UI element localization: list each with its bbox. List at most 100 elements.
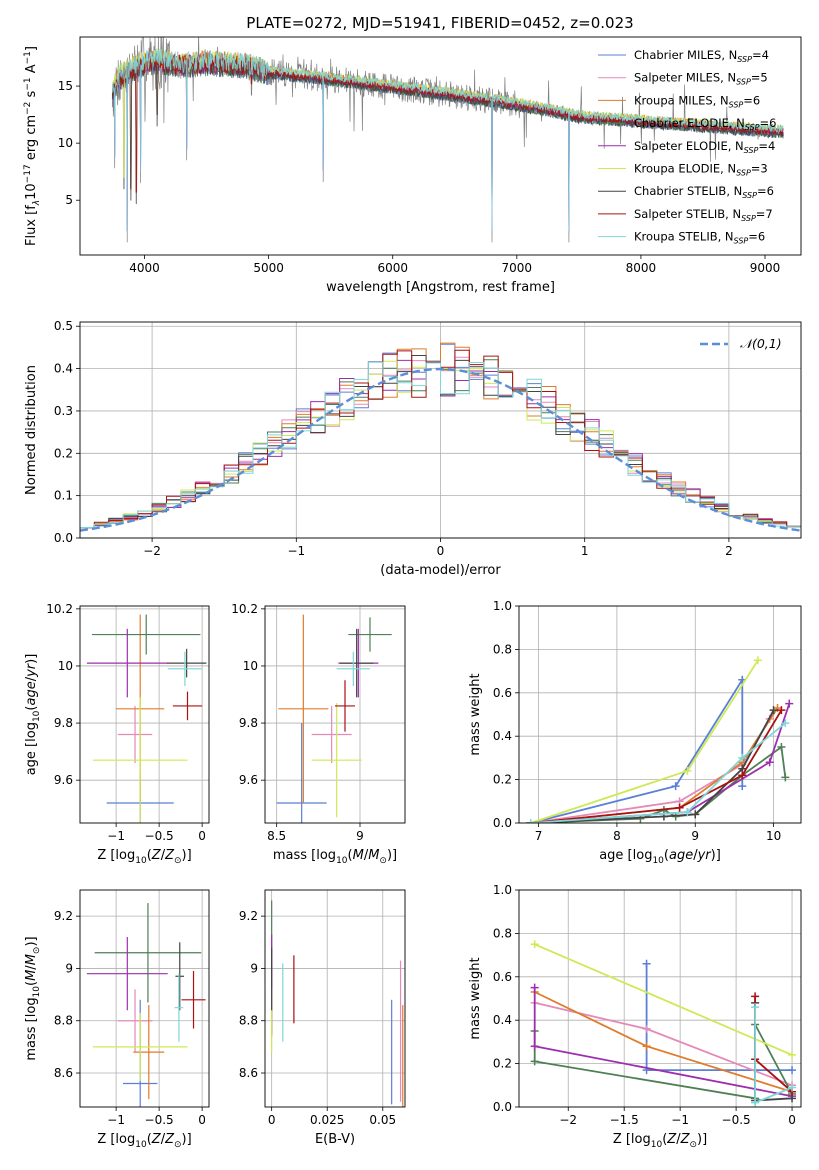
mass_vs_ebv-ytick-label: 9.2 — [239, 909, 258, 923]
age_vs_Z-xlabel-part: )] — [182, 848, 192, 863]
age_vs_Z-ylabel-part: age [log — [24, 722, 39, 775]
mass_vs_Z-ytick-label: 9 — [65, 961, 73, 975]
legend-label-part: SSP — [736, 169, 751, 178]
age_vs_Z-ylabel-part: age — [24, 681, 39, 705]
weight-marker-chabrier_miles — [788, 1066, 797, 1075]
weight-marker-kroupa_stelib — [781, 719, 790, 728]
mass_weight_vs_Z-panel: −2 −1.5 −1 −0.5 0 0.0 0.2 0.4 0.6 0.8 1.0 Z [log10(… — [468, 883, 802, 1150]
age_vs_mass-xlabel-part: mass [log — [273, 848, 336, 863]
age_vs_Z-xtick-label: −1 — [107, 829, 125, 843]
weight-marker-kroupa_stelib — [751, 1003, 760, 1012]
mass_vs_Z-ylabel-part: )] — [24, 936, 39, 946]
spectrum-xtick-label: 8000 — [626, 261, 657, 275]
age_vs_Z-xlabel-part: 10 — [135, 856, 147, 866]
age_vs_mass-ytick-label: 9.8 — [239, 716, 258, 730]
age_vs_mass-plot-area — [276, 614, 392, 823]
mass_vs_Z-xlabel-part: ⊙ — [174, 1140, 182, 1150]
mass_weight_vs_age-ytick-label: 0.8 — [493, 642, 512, 656]
figure-suptitle: PLATE=0272, MJD=51941, FIBERID=0452, z=0… — [246, 14, 633, 32]
weight-marker-kroupa_elodie — [683, 766, 692, 775]
spectrum-ytick-label: 15 — [58, 79, 73, 93]
mass_weight_vs_Z-xtick-label: −1 — [671, 1113, 689, 1127]
spectrum-ylabel-part: Flux [f — [24, 205, 39, 246]
legend-label-part: Salpeter ELODIE, N — [634, 139, 744, 153]
mass_weight_vs_Z-xlabel-part: ( — [662, 1132, 667, 1147]
histogram-xlabel: (data-model)/error — [380, 563, 501, 578]
legend-label-part: Kroupa ELODIE, N — [634, 162, 736, 176]
weight-marker-kroupa_elodie — [530, 940, 539, 949]
residual_histogram-xtick-label: −1 — [287, 544, 305, 558]
legend-label-part: SSP — [741, 214, 756, 223]
mass_weight_vs_Z-xlabel: Z [log10(Z/Z⊙)] — [613, 1132, 707, 1150]
mass_vs_Z-xtick-label: 0 — [198, 1113, 206, 1127]
mass_weight_vs_Z-xlabel-part: Z — [680, 1132, 691, 1147]
legend-label-part: SSP — [745, 123, 760, 132]
age_vs_Z-ylabel-part: yr — [24, 662, 39, 678]
age_vs_Z-ylabel-part: )] — [24, 654, 39, 664]
weight-marker-chabrier_stelib — [691, 810, 700, 819]
weight-marker-kroupa_stelib — [738, 753, 747, 762]
age_vs_mass-frame — [264, 605, 406, 824]
mass_weight_vs_age-xtick-label: 9 — [691, 829, 699, 843]
weight-marker-salpeter_stelib — [675, 803, 684, 812]
age_vs_Z-xtick-label: −0.5 — [145, 829, 174, 843]
age_vs_mass-xlabel-part: M — [353, 848, 364, 863]
legend-label-part: =7 — [756, 207, 773, 221]
residual_histogram-panel: −2 −1 0 1 2 0.0 0.1 0.2 0.3 0.4 0.5 (data-model)/er… — [24, 319, 802, 578]
age_vs_Z-xlabel-part: Z — [151, 848, 162, 863]
mass_weight_vs_Z-xlabel-part: Z [log — [613, 1132, 651, 1147]
spectrum-ylabel-part: λ — [32, 200, 42, 206]
histogram-steps-kroupa_miles — [80, 342, 801, 529]
plots-group: 4000 5000 6000 7000 8000 900051015wavelength … — [23, 36, 802, 1150]
mass_vs_ebv-plot-area — [271, 900, 404, 1107]
age_vs_Z-xlabel-part: Z — [164, 848, 175, 863]
weight-marker-chabrier_miles — [671, 782, 680, 791]
age_vs_mass-xlabel-part: / — [364, 848, 369, 863]
mass_weight_vs_Z-xtick-label: −0.5 — [722, 1113, 751, 1127]
age_vs_Z-xtick-label: 0 — [198, 829, 206, 843]
age_vs_Z-ytick-label: 9.8 — [54, 716, 73, 730]
mass_weight_vs_Z-ytick-label: 0.6 — [493, 970, 512, 984]
mass_vs_Z-ylabel-part: / — [24, 965, 39, 970]
histogram-steps-kroupa_stelib — [80, 361, 801, 528]
weight-marker-chabrier_elodie — [777, 743, 786, 752]
mass_vs_Z-xtick-label: −0.5 — [145, 1113, 174, 1127]
weight-marker-kroupa_stelib — [788, 1083, 797, 1092]
residual_histogram-xtick-label: 1 — [581, 544, 589, 558]
weight-marker-kroupa_elodie — [753, 656, 762, 665]
age_vs_Z-xlabel-part: Z [log — [97, 848, 135, 863]
mass_weight_vs_age-xlabel-part: )] — [711, 848, 721, 863]
legend-label-chabrier_elodie: Chabrier ELODIE, NSSP=6 — [634, 116, 776, 132]
legend-label-part: Salpeter STELIB, N — [634, 207, 741, 221]
spectrum-ylabel-part: s — [24, 90, 39, 101]
age_vs_mass-xlabel-part: 10 — [336, 856, 348, 866]
legend-label-part: Chabrier STELIB, N — [634, 184, 742, 198]
spectrum-xtick-label: 4000 — [129, 261, 160, 275]
spectrum-xtick-label: 7000 — [502, 261, 533, 275]
mass_weight_vs_age-ytick-label: 1.0 — [493, 599, 512, 613]
legend-label-part: Chabrier MILES, N — [634, 48, 737, 62]
spectrum-ylabel-part: ] — [24, 46, 39, 51]
mass_vs_Z-ytick-label: 8.8 — [54, 1014, 73, 1028]
weight-marker-salpeter_elodie — [785, 699, 794, 708]
mass_weight_vs_age-ytick-label: 0.4 — [493, 729, 512, 743]
age_vs_mass-xlabel-part: )] — [387, 848, 397, 863]
mass_weight_vs_Z-xlabel-part: )] — [697, 1132, 707, 1147]
legend-label-part: Salpeter MILES, N — [634, 71, 736, 85]
weight-marker-salpeter_miles — [642, 1024, 651, 1033]
age_vs_Z-ylabel-part: ( — [24, 706, 39, 711]
age_vs_mass-xtick-label: 9 — [356, 829, 364, 843]
mass_weight_vs_Z-ylabel: mass weight — [468, 957, 483, 1039]
weight-marker-salpeter_elodie — [530, 1042, 539, 1051]
mass_vs_Z-xlabel-part: Z — [164, 1132, 175, 1147]
mass_vs_ebv-ytick-label: 8.8 — [239, 1014, 258, 1028]
mass_weight_vs_age-xlabel: age [log10(age/yr)] — [599, 848, 721, 866]
weight-marker-salpeter_stelib — [751, 992, 760, 1001]
weight-marker-kroupa_stelib — [683, 808, 692, 817]
residual_histogram-ytick-label: 0.2 — [54, 446, 73, 460]
histogram-ylabel: Normed distribution — [24, 365, 39, 495]
